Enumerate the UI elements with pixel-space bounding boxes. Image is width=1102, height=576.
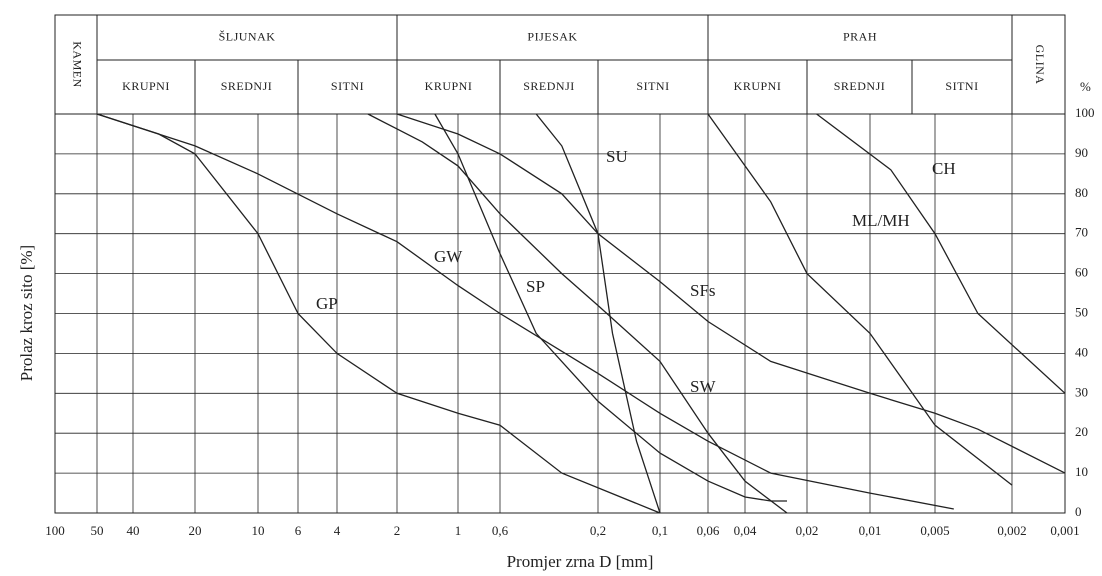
x-tick-label: 2: [394, 523, 401, 538]
curve-label: CH: [932, 159, 956, 178]
x-tick-label: 0,001: [1050, 523, 1079, 538]
subzone-label: SREDNJI: [834, 79, 886, 93]
curve-label: SU: [606, 147, 628, 166]
y-unit: %: [1080, 79, 1091, 94]
zone-label: GLINA: [1033, 45, 1047, 85]
x-tick-label: 0,1: [652, 523, 668, 538]
y-tick-label: 50: [1075, 304, 1088, 319]
curve: [396, 113, 1066, 474]
y-axis-label: Prolaz kroz sito [%]: [17, 245, 36, 381]
x-tick-label: 0,2: [590, 523, 606, 538]
x-tick-label: 6: [295, 523, 302, 538]
subzone-label: SREDNJI: [221, 79, 273, 93]
y-tick-label: 30: [1075, 384, 1088, 399]
curve-label: GW: [434, 247, 463, 266]
x-tick-label: 4: [334, 523, 341, 538]
x-axis-label: Promjer zrna D [mm]: [507, 552, 654, 571]
subzone-label: SITNI: [331, 79, 364, 93]
x-tick-label: 50: [91, 523, 104, 538]
curve-label: SP: [526, 277, 545, 296]
y-tick-label: 20: [1075, 424, 1088, 439]
curve-label: GP: [316, 294, 338, 313]
zone-label: ŠLJUNAK: [219, 29, 276, 43]
x-tick-label: 0,6: [492, 523, 509, 538]
x-tick-label: 0,002: [997, 523, 1026, 538]
x-tick-label: 0,04: [734, 523, 757, 538]
curve: [434, 113, 787, 502]
x-tick-label: 0,06: [697, 523, 720, 538]
curve: [96, 113, 661, 514]
zone-label: PRAH: [843, 29, 877, 43]
curve-label: ML/MH: [852, 211, 910, 230]
curve: [367, 113, 788, 514]
zone-label: KAMEN: [70, 41, 84, 88]
subzone-label: KRUPNI: [425, 79, 473, 93]
x-tick-label: 0,01: [859, 523, 882, 538]
subzone-label: SITNI: [945, 79, 978, 93]
curve: [96, 113, 954, 510]
subzone-label: SREDNJI: [523, 79, 575, 93]
curve-label: SFs: [690, 281, 716, 300]
x-tick-label: 0,02: [796, 523, 819, 538]
y-tick-label: 40: [1075, 344, 1088, 359]
x-tick-label: 100: [45, 523, 65, 538]
y-tick-label: 80: [1075, 185, 1088, 200]
y-tick-label: 60: [1075, 265, 1088, 280]
y-tick-label: 10: [1075, 464, 1088, 479]
y-tick-label: 70: [1075, 225, 1088, 240]
y-tick-label: 0: [1075, 504, 1082, 519]
subzone-label: KRUPNI: [122, 79, 170, 93]
x-tick-label: 10: [252, 523, 265, 538]
curve: [816, 113, 1066, 394]
x-tick-label: 40: [127, 523, 140, 538]
y-tick-label: 100: [1075, 105, 1095, 120]
curve: [707, 113, 1013, 486]
zone-label: PIJESAK: [527, 29, 577, 43]
x-tick-label: 0,005: [920, 523, 949, 538]
subzone-label: KRUPNI: [734, 79, 782, 93]
x-tick-label: 20: [189, 523, 202, 538]
subzone-label: SITNI: [636, 79, 669, 93]
curve: [535, 113, 661, 514]
curve-label: SW: [690, 377, 716, 396]
x-tick-label: 1: [455, 523, 462, 538]
y-tick-label: 90: [1075, 145, 1088, 160]
